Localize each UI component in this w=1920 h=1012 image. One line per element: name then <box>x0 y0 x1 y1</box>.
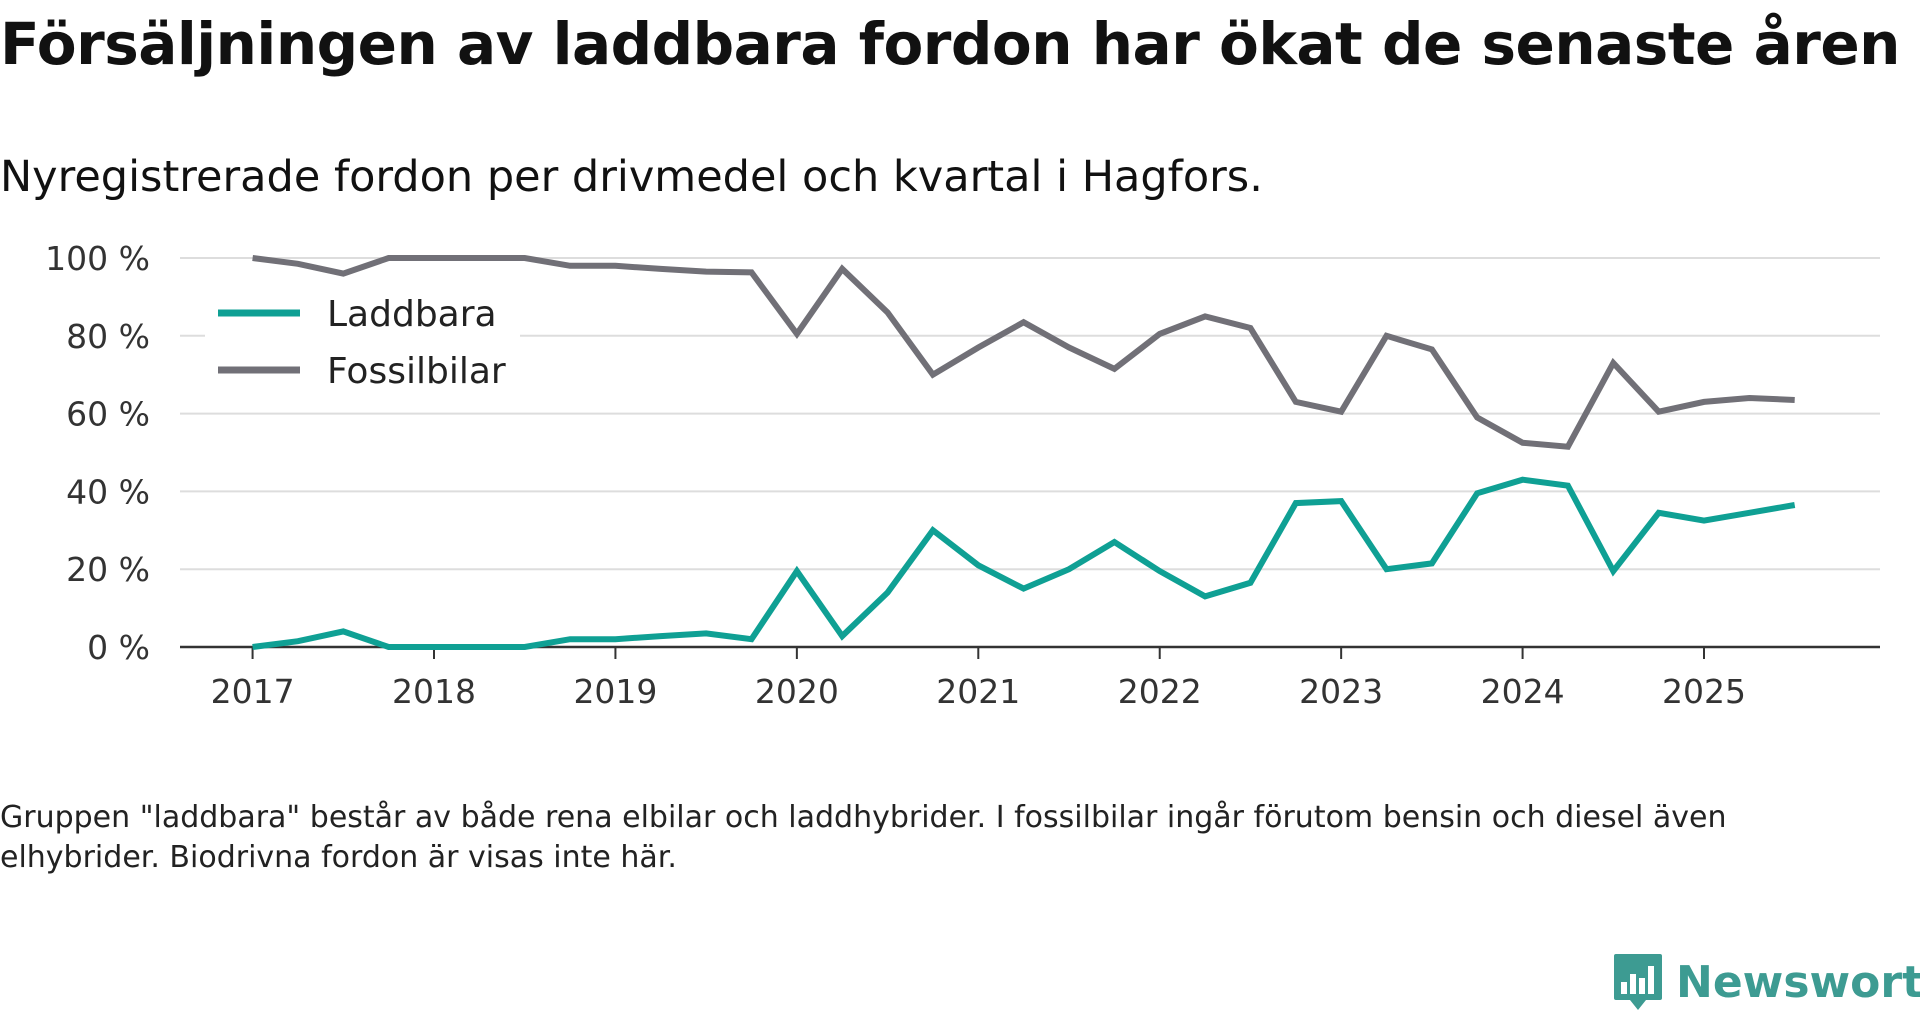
newsworthy-logo-icon <box>1614 954 1662 1010</box>
y-tick-label: 0 % <box>87 628 150 667</box>
y-tick-label: 40 % <box>66 472 150 511</box>
footnote: Gruppen "laddbara" består av både rena e… <box>0 800 1727 875</box>
y-tick-label: 80 % <box>66 317 150 356</box>
chart-title: Försäljningen av laddbara fordon har öka… <box>0 10 1900 78</box>
x-tick-label: 2019 <box>573 672 657 711</box>
series-line-laddbara <box>252 476 1796 650</box>
legend-background <box>205 285 520 400</box>
axes: 0 % 20 % 40 % 60 % 80 % 100 % 2017 2018 2019 2020… <box>45 239 1880 711</box>
legend: Laddbara Fossilbilar <box>205 285 520 400</box>
x-tick-label: 2021 <box>936 672 1020 711</box>
x-tick-label: 2025 <box>1662 672 1746 711</box>
series-lines <box>252 255 1796 650</box>
x-tick-label: 2023 <box>1299 672 1383 711</box>
legend-label-laddbara: Laddbara <box>327 294 497 335</box>
legend-label-fossilbilar: Fossilbilar <box>327 351 506 392</box>
y-tick-label: 100 % <box>45 239 150 278</box>
y-tick-label: 60 % <box>66 395 150 434</box>
y-tick-label: 20 % <box>66 550 150 589</box>
x-tick-label: 2018 <box>392 672 476 711</box>
newsworthy-logo: Newsworthy <box>1612 952 1920 1012</box>
series-line-fossilbilar <box>252 255 1795 450</box>
x-tick-label: 2017 <box>211 672 295 711</box>
x-tick-label: 2020 <box>755 672 839 711</box>
x-tick-label: 2022 <box>1118 672 1202 711</box>
line-chart: 0 % 20 % 40 % 60 % 80 % 100 % 2017 2018 2019 2020… <box>45 239 1880 711</box>
x-tick-label: 2024 <box>1481 672 1565 711</box>
chart-subtitle: Nyregistrerade fordon per drivmedel och … <box>0 152 1263 202</box>
newsworthy-logo-text: Newsworthy <box>1676 956 1920 1008</box>
